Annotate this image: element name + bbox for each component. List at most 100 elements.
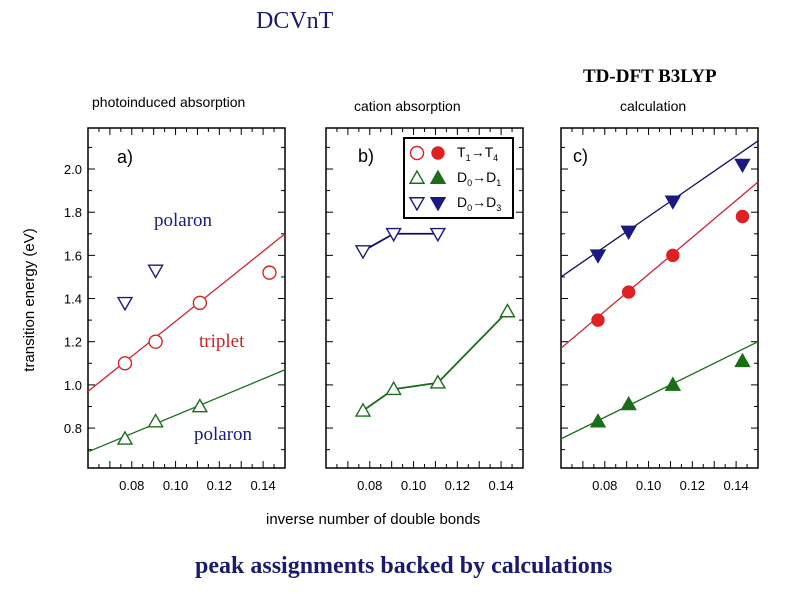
data-point-D0D3 — [116, 296, 134, 312]
panel-b: 0.08 0.10 0.12 0.14 — [325, 127, 524, 493]
legend-text-part: 0 — [467, 177, 473, 188]
data-point-D0D3 — [734, 158, 751, 174]
y-axis-label: transition energy (eV) — [21, 228, 38, 372]
legend-entry: D0→D3 — [405, 192, 512, 214]
y-tick-label: 1.6 — [64, 248, 82, 263]
fit-line-T1T4 — [560, 181, 759, 349]
x-axis-label: inverse number of double bonds — [266, 511, 481, 528]
legend-text-part: 0 — [467, 202, 473, 213]
legend-text-part: D — [486, 194, 497, 210]
legend-markers — [408, 169, 447, 184]
panel-c-label: c) — [573, 146, 588, 166]
y-tick-label: 1.0 — [64, 378, 82, 393]
x-tick-label: 0.10 — [401, 478, 426, 493]
data-point-T1T4 — [666, 248, 680, 263]
fit-line-T1T4 — [87, 233, 286, 392]
data-point-D0D3 — [620, 225, 637, 241]
x-tick-label: 0.14 — [488, 478, 513, 493]
legend-text-part: → — [472, 194, 487, 210]
x-tick-label: 0.08 — [357, 478, 382, 493]
data-point-D0D1 — [589, 413, 607, 428]
legend-text-part: → — [470, 144, 485, 160]
annotation-polaron-upper: polaron — [154, 210, 213, 231]
y-tick-label: 1.8 — [64, 205, 82, 220]
legend: T1→T4 D0→D1 D0→D3 — [403, 137, 514, 219]
data-point-D0D1 — [499, 303, 516, 318]
panel-frame — [560, 127, 759, 469]
data-point-D0D3 — [385, 227, 402, 243]
data-point-D0D1 — [734, 352, 751, 368]
legend-text-part: 1 — [465, 152, 471, 163]
data-point-T1T4 — [148, 334, 163, 349]
x-tick-label: 0.12 — [680, 478, 705, 493]
panel-b-label: b) — [358, 146, 375, 166]
data-point-T1T4 — [117, 356, 133, 371]
y-tick-label: 1.2 — [64, 335, 82, 350]
legend-marker-open — [409, 145, 425, 161]
data-point-T1T4 — [262, 265, 277, 280]
data-point-D0D3 — [589, 249, 607, 264]
fit-line-D0D3 — [560, 140, 759, 278]
connect-line-D0D1 — [362, 310, 509, 412]
legend-text-part: D — [457, 194, 468, 210]
x-tick-label: 0.14 — [723, 478, 748, 493]
legend-marker-open — [408, 197, 426, 212]
panel-a: 0.08 0.10 0.12 0.14 0.8 1.0 1.2 1.4 1.6 1.8 2.0 — [64, 127, 286, 493]
data-point-T1T4 — [621, 285, 636, 299]
data-point-D0D1 — [354, 402, 372, 417]
data-point-D0D1 — [191, 398, 209, 413]
x-tick-label: 0.10 — [636, 478, 661, 493]
legend-entry: D0→D1 — [405, 167, 512, 189]
legend-text-part: 4 — [493, 152, 499, 163]
data-point-D0D1 — [147, 413, 164, 428]
panel-c-title: calculation — [620, 98, 687, 114]
legend-marker-open — [408, 169, 426, 184]
data-point-T1T4 — [192, 295, 208, 311]
legend-text-part: T — [484, 144, 494, 160]
x-tick-label: 0.10 — [163, 478, 188, 493]
data-point-D0D1 — [429, 374, 447, 389]
footer-caption: peak assignments backed by calculations — [195, 553, 613, 579]
annotation-triplet: triplet — [199, 331, 245, 352]
legend-text-part: D — [457, 169, 468, 185]
legend-marker-filled — [429, 169, 447, 184]
y-tick-label: 2.0 — [64, 162, 82, 177]
x-tick-label: 0.12 — [445, 478, 470, 493]
panel-a-label: a) — [117, 147, 134, 167]
data-point-D0D1 — [620, 395, 637, 411]
y-tick-label: 0.8 — [64, 421, 82, 436]
x-tick-label: 0.12 — [207, 478, 232, 493]
x-tick-label: 0.14 — [250, 478, 275, 493]
data-point-T1T4 — [735, 209, 750, 224]
figure-title: DCVnT — [256, 8, 334, 34]
data-point-D0D1 — [385, 380, 402, 396]
legend-entry: T1→T4 — [405, 142, 512, 164]
legend-markers — [408, 197, 447, 212]
legend-text-part: T — [457, 144, 466, 160]
legend-markers — [409, 145, 445, 161]
data-point-D0D3 — [429, 227, 447, 243]
legend-text-part: 3 — [496, 202, 502, 213]
data-point-D0D3 — [354, 245, 372, 260]
panel-a-title: photoinduced absorption — [92, 94, 246, 110]
x-tick-label: 0.08 — [119, 478, 144, 493]
fit-line-D0D1 — [87, 369, 286, 453]
panel-c: 0.08 0.10 0.12 0.14 — [560, 127, 759, 493]
legend-text-part: D — [486, 169, 497, 185]
method-label: TD-DFT B3LYP — [583, 66, 717, 87]
fit-line-D0D1 — [560, 341, 759, 440]
legend-marker-filled — [431, 146, 445, 160]
legend-text-part: 1 — [496, 177, 502, 188]
y-tick-label: 1.4 — [64, 292, 82, 307]
data-point-D0D1 — [664, 376, 682, 391]
data-point-D0D3 — [147, 264, 164, 279]
legend-label: D0→D1 — [457, 169, 501, 188]
x-tick-label: 0.08 — [592, 478, 617, 493]
panel-b-title: cation absorption — [354, 98, 461, 114]
data-point-T1T4 — [591, 313, 605, 327]
connect-line-D0D3 — [362, 232, 438, 252]
legend-marker-filled — [429, 197, 447, 212]
data-point-D0D1 — [116, 430, 134, 445]
